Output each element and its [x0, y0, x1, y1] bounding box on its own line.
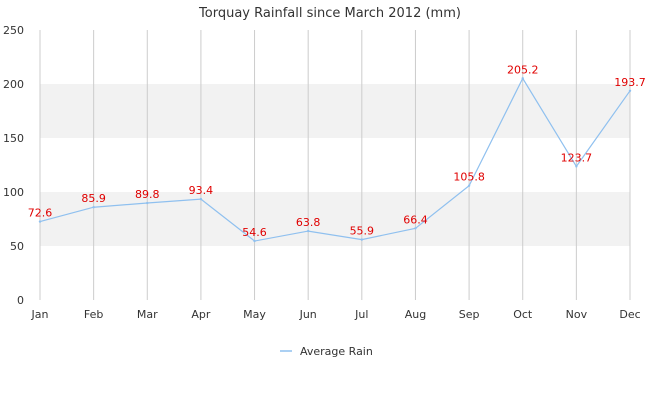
- data-label: 123.7: [561, 151, 593, 164]
- data-point: [92, 206, 95, 209]
- data-label: 72.6: [28, 207, 53, 220]
- x-tick-label: Sep: [459, 308, 480, 321]
- data-labels: 72.6 85.9 89.8 93.4 54.6 63.8 55.9 66.4 105.8 205…: [28, 63, 646, 239]
- data-label: 89.8: [135, 188, 160, 201]
- x-tick-label: Jan: [31, 308, 49, 321]
- y-tick-label: 200: [3, 78, 24, 91]
- data-label: 93.4: [189, 184, 214, 197]
- data-point: [199, 197, 203, 201]
- data-point: [306, 229, 310, 233]
- data-label: 54.6: [242, 226, 267, 239]
- legend[interactable]: Average Rain: [280, 345, 373, 358]
- series-average-rain: [38, 77, 632, 243]
- grid-band: [40, 84, 630, 138]
- x-tick-label: Jun: [299, 308, 317, 321]
- legend-label-average-rain: Average Rain: [300, 345, 373, 358]
- data-label: 63.8: [296, 216, 321, 229]
- chart-title: Torquay Rainfall since March 2012 (mm): [198, 6, 461, 21]
- x-tick-label: Dec: [619, 308, 640, 321]
- data-point: [521, 77, 524, 80]
- data-point: [575, 165, 578, 168]
- x-tick-label: Mar: [137, 308, 158, 321]
- data-label: 105.8: [453, 171, 485, 184]
- x-tick-label: Jul: [354, 308, 368, 321]
- x-tick-label: Apr: [191, 308, 211, 321]
- grid-band: [40, 192, 630, 246]
- x-tick-label: Nov: [566, 308, 588, 321]
- data-point: [467, 184, 471, 187]
- x-tick-label: Feb: [84, 308, 103, 321]
- y-axis-ticks: 0 50 100 150 200 250: [3, 24, 24, 307]
- x-tick-label: Oct: [513, 308, 533, 321]
- data-point: [360, 238, 364, 241]
- y-tick-label: 250: [3, 24, 24, 37]
- data-point: [414, 227, 417, 230]
- data-point: [38, 220, 42, 223]
- data-label: 205.2: [507, 63, 539, 76]
- data-label: 66.4: [403, 213, 428, 226]
- series-line: [39, 77, 631, 242]
- y-tick-label: 50: [10, 240, 24, 253]
- data-point: [146, 201, 149, 205]
- vertical-gridlines: [39, 30, 631, 300]
- y-tick-label: 0: [17, 294, 24, 307]
- data-label: 55.9: [350, 225, 375, 238]
- data-point: [253, 239, 256, 243]
- y-tick-label: 150: [3, 132, 24, 145]
- y-tick-label: 100: [3, 186, 24, 199]
- data-point: [628, 89, 632, 93]
- data-label: 85.9: [81, 192, 106, 205]
- x-tick-label: Aug: [405, 308, 426, 321]
- x-axis-ticks: Jan Feb Mar Apr May Jun Jul Aug Sep Oct Nov Dec: [31, 308, 641, 321]
- data-label: 193.7: [614, 76, 646, 89]
- x-tick-label: May: [243, 308, 266, 321]
